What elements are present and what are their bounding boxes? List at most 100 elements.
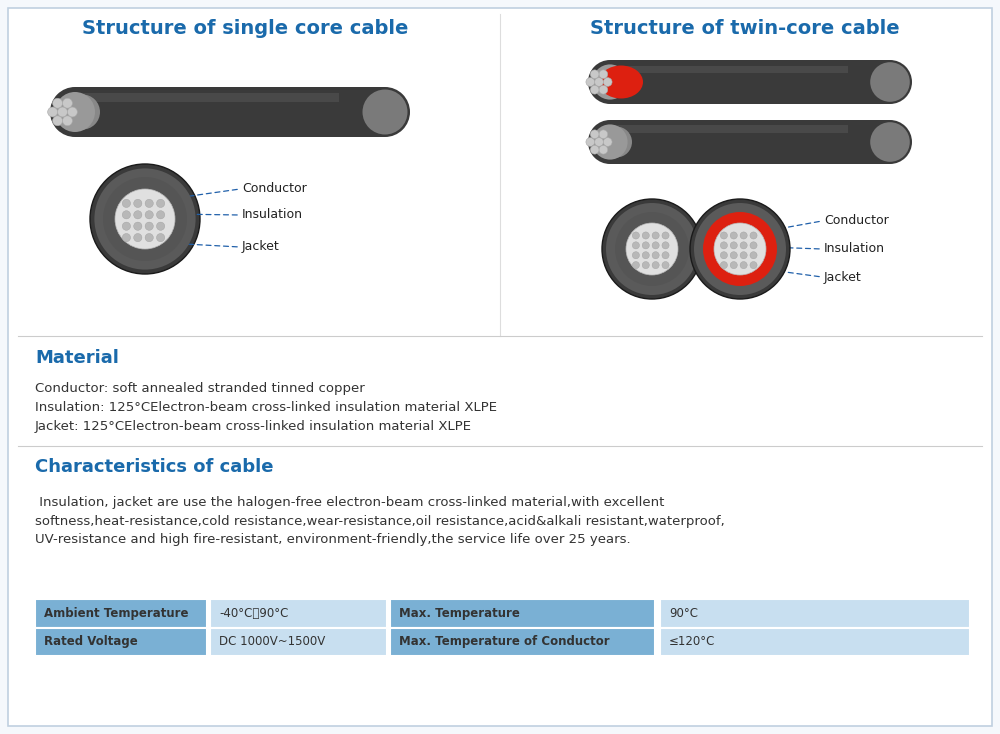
Circle shape	[730, 252, 737, 259]
Ellipse shape	[599, 65, 643, 98]
Polygon shape	[610, 126, 848, 133]
Circle shape	[115, 189, 175, 249]
Text: Conductor: soft annealed stranded tinned copper: Conductor: soft annealed stranded tinned…	[35, 382, 365, 395]
Circle shape	[720, 241, 727, 249]
Ellipse shape	[601, 126, 632, 157]
Circle shape	[730, 232, 737, 239]
Circle shape	[694, 203, 786, 295]
Circle shape	[750, 232, 757, 239]
Circle shape	[632, 241, 639, 249]
Circle shape	[122, 222, 131, 230]
Circle shape	[662, 252, 669, 259]
Bar	[35, 628, 207, 656]
Ellipse shape	[67, 107, 77, 117]
Circle shape	[730, 241, 737, 249]
Text: Insulation: Insulation	[824, 242, 885, 255]
Ellipse shape	[590, 70, 599, 79]
Circle shape	[632, 261, 639, 269]
Circle shape	[156, 200, 165, 208]
Ellipse shape	[588, 120, 632, 164]
Ellipse shape	[601, 67, 632, 98]
Circle shape	[662, 241, 669, 249]
Ellipse shape	[586, 78, 595, 87]
Text: Jacket: Jacket	[824, 271, 862, 283]
Circle shape	[134, 233, 142, 241]
Text: Max. Temperature of Conductor: Max. Temperature of Conductor	[399, 635, 610, 648]
Circle shape	[103, 177, 187, 261]
Circle shape	[750, 261, 757, 269]
Circle shape	[720, 261, 727, 269]
Circle shape	[606, 203, 698, 295]
Circle shape	[94, 168, 196, 269]
Polygon shape	[610, 65, 848, 73]
Polygon shape	[75, 93, 338, 102]
Polygon shape	[610, 120, 890, 164]
Text: 90°C: 90°C	[669, 607, 698, 619]
Circle shape	[90, 164, 200, 274]
Circle shape	[740, 232, 747, 239]
Text: Characteristics of cable: Characteristics of cable	[35, 458, 274, 476]
Circle shape	[652, 252, 659, 259]
Circle shape	[145, 211, 153, 219]
Circle shape	[642, 252, 649, 259]
Ellipse shape	[362, 90, 408, 134]
Circle shape	[750, 252, 757, 259]
Text: Insulation, jacket are use the halogen-free electron-beam cross-linked material,: Insulation, jacket are use the halogen-f…	[35, 496, 725, 546]
Ellipse shape	[58, 107, 67, 117]
Circle shape	[662, 232, 669, 239]
Ellipse shape	[599, 130, 608, 139]
Text: Max. Temperature: Max. Temperature	[399, 607, 520, 619]
Circle shape	[602, 199, 702, 299]
Bar	[390, 599, 655, 628]
Ellipse shape	[48, 107, 58, 117]
Text: ≤120°C: ≤120°C	[669, 635, 715, 648]
Text: -40°C～90°C: -40°C～90°C	[219, 607, 288, 619]
Circle shape	[122, 211, 131, 219]
Circle shape	[690, 199, 790, 299]
Circle shape	[740, 241, 747, 249]
Ellipse shape	[592, 124, 628, 159]
Ellipse shape	[870, 62, 910, 102]
Ellipse shape	[62, 98, 72, 108]
FancyBboxPatch shape	[8, 8, 992, 726]
Circle shape	[652, 232, 659, 239]
Ellipse shape	[603, 138, 612, 146]
Ellipse shape	[65, 95, 100, 129]
Ellipse shape	[53, 98, 62, 108]
Ellipse shape	[603, 78, 612, 87]
Circle shape	[740, 252, 747, 259]
Circle shape	[740, 261, 747, 269]
Circle shape	[145, 233, 153, 241]
Circle shape	[134, 211, 142, 219]
Ellipse shape	[870, 122, 910, 161]
Text: Insulation: Insulation	[242, 208, 303, 222]
Circle shape	[652, 241, 659, 249]
Circle shape	[642, 232, 649, 239]
Text: Ambient Temperature: Ambient Temperature	[44, 607, 188, 619]
Bar	[390, 628, 655, 656]
Circle shape	[662, 261, 669, 269]
Text: Insulation: 125°CElectron-beam cross-linked insulation material XLPE: Insulation: 125°CElectron-beam cross-lin…	[35, 401, 497, 414]
Circle shape	[642, 261, 649, 269]
Ellipse shape	[360, 87, 410, 137]
Circle shape	[156, 222, 165, 230]
Circle shape	[714, 223, 766, 275]
Text: Structure of twin-core cable: Structure of twin-core cable	[590, 19, 900, 38]
Circle shape	[615, 212, 689, 286]
Circle shape	[652, 261, 659, 269]
Circle shape	[632, 232, 639, 239]
Text: Structure of single core cable: Structure of single core cable	[82, 19, 408, 38]
Ellipse shape	[595, 78, 603, 87]
Bar	[35, 599, 207, 628]
Text: Jacket: Jacket	[242, 241, 280, 253]
Ellipse shape	[599, 145, 608, 154]
Polygon shape	[75, 87, 385, 137]
Circle shape	[156, 211, 165, 219]
Polygon shape	[610, 60, 890, 104]
Bar	[210, 599, 387, 628]
Ellipse shape	[595, 138, 603, 146]
Circle shape	[626, 223, 678, 275]
Ellipse shape	[55, 92, 95, 132]
Ellipse shape	[50, 87, 100, 137]
Circle shape	[720, 252, 727, 259]
